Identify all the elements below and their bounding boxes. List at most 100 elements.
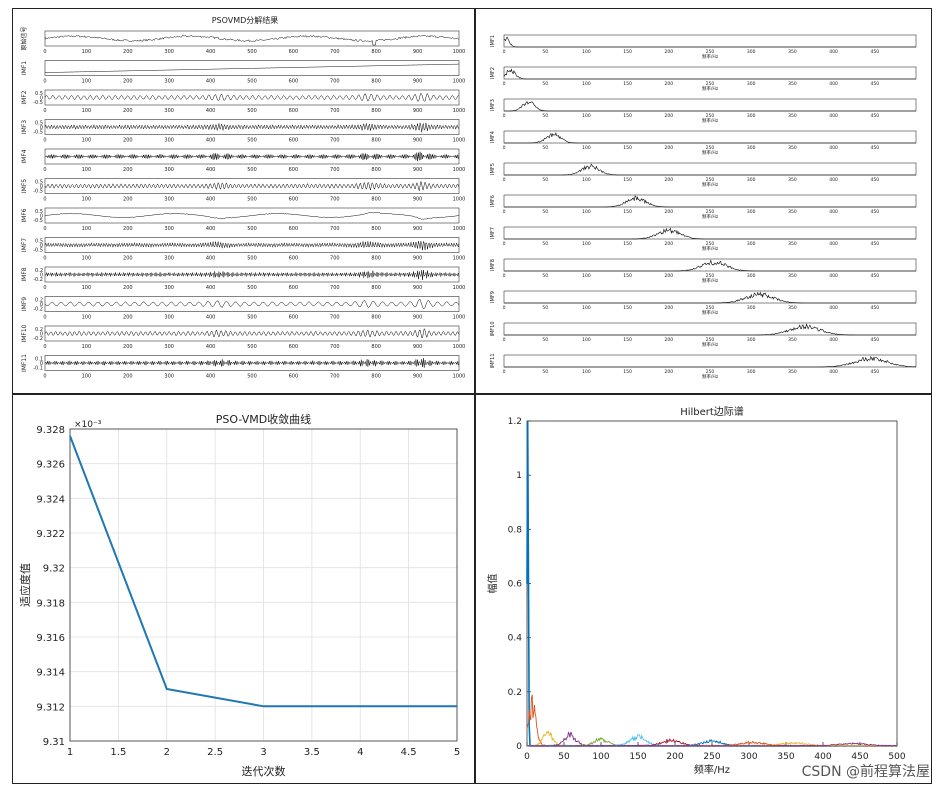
spectrum-xtick-label: 150 bbox=[623, 81, 632, 87]
decomp-ytick-label: 0 bbox=[40, 243, 43, 249]
decomp-signal-line bbox=[44, 151, 460, 162]
decomp-ytick-label: 0.5 bbox=[35, 209, 43, 215]
decomp-signal-line bbox=[45, 63, 459, 73]
decomp-xtick-label: 500 bbox=[247, 285, 257, 291]
decomp-xtick-label: 600 bbox=[289, 285, 299, 291]
spectrum-xtick-label: 300 bbox=[747, 305, 756, 311]
decomp-ytick-label: 0.1 bbox=[35, 357, 43, 363]
imf-spectrum-chart: IMF10 50 100 150 200 250 300 350 400 450频率/HzIMF2… bbox=[490, 34, 917, 380]
decomp-xtick-label: 1000 bbox=[453, 374, 466, 380]
hilbert-ylabel: 幅值 bbox=[486, 574, 499, 594]
spectrum-axes-box bbox=[503, 290, 917, 304]
decomp-row-label: IMF4 bbox=[21, 149, 28, 163]
spectrum-line bbox=[504, 291, 916, 304]
decomposition-title: PSOVMD分解结果 bbox=[212, 15, 279, 25]
decomp-xtick-label: 400 bbox=[206, 49, 216, 55]
spectrum-xtick-label: 200 bbox=[665, 177, 674, 183]
spectrum-xtick-label: 400 bbox=[829, 305, 838, 311]
decomp-xtick-label: 300 bbox=[164, 79, 174, 85]
convergence-xtick-label: 4 bbox=[357, 747, 363, 758]
convergence-xtick-label: 2 bbox=[164, 747, 170, 758]
decomp-signal-line bbox=[44, 299, 460, 309]
decomp-xtick-label: 200 bbox=[123, 167, 133, 173]
spectrum-xtick-label: 200 bbox=[665, 369, 674, 375]
decomp-xtick-label: 700 bbox=[330, 256, 340, 262]
spectrum-xtick-label: 350 bbox=[788, 305, 797, 311]
spectrum-xtick-label: 150 bbox=[623, 177, 632, 183]
decomp-xtick-label: 0 bbox=[43, 344, 46, 350]
convergence-xlabel: 迭代次数 bbox=[242, 764, 286, 778]
decomp-axes-box bbox=[44, 119, 460, 135]
spectrum-xtick-label: 400 bbox=[829, 177, 838, 183]
hilbert-series-line-imf11 bbox=[527, 742, 898, 747]
decomp-xtick-label: 0 bbox=[43, 167, 46, 173]
spectrum-axes-box bbox=[503, 130, 917, 144]
decomp-xtick-label: 600 bbox=[289, 79, 299, 85]
spectrum-xtick-label: 250 bbox=[706, 209, 715, 215]
decomp-ytick-label: 0 bbox=[40, 96, 43, 102]
decomp-signal-line bbox=[44, 358, 460, 368]
decomp-xtick-label: 1000 bbox=[453, 49, 466, 55]
decomp-signal-line bbox=[44, 327, 460, 339]
decomp-xtick-label: 500 bbox=[247, 226, 257, 232]
decomp-xtick-label: 800 bbox=[371, 226, 381, 232]
hilbert-ytick-label: 1.2 bbox=[508, 417, 522, 427]
spectrum-line bbox=[504, 227, 916, 240]
hilbert-ytick-label: 0.6 bbox=[508, 580, 523, 590]
decomp-ytick-label: -0.5 bbox=[33, 130, 43, 136]
spectrum-xtick-label: 0 bbox=[503, 273, 506, 279]
spectrum-axes-box bbox=[503, 162, 917, 176]
decomp-axes-box bbox=[44, 89, 460, 106]
spectrum-xtick-label: 350 bbox=[788, 273, 797, 279]
decomp-xtick-label: 900 bbox=[413, 256, 423, 262]
spectrum-xtick-label: 450 bbox=[871, 369, 880, 375]
decomp-signal-line bbox=[44, 240, 460, 251]
decomp-xtick-label: 200 bbox=[123, 138, 133, 144]
decomp-xtick-label: 700 bbox=[330, 226, 340, 232]
spectrum-xtick-label: 50 bbox=[542, 81, 548, 87]
spectrum-xtick-label: 50 bbox=[542, 273, 548, 279]
spectrum-xtick-label: 0 bbox=[503, 113, 506, 119]
convergence-xtick-label: 2.5 bbox=[207, 747, 223, 758]
spectrum-xtick-label: 50 bbox=[542, 241, 548, 247]
spectrum-xtick-label: 350 bbox=[788, 177, 797, 183]
spectrum-xtick-label: 350 bbox=[788, 113, 797, 119]
hilbert-title: Hilbert边际谱 bbox=[680, 405, 744, 418]
spectrum-xtick-label: 350 bbox=[788, 337, 797, 343]
spectrum-axes-box bbox=[503, 322, 917, 336]
hilbert-xtick-label: 200 bbox=[666, 752, 683, 762]
decomp-xtick-label: 600 bbox=[289, 138, 299, 144]
decomp-xtick-label: 800 bbox=[371, 285, 381, 291]
spectrum-xtick-label: 400 bbox=[829, 113, 838, 119]
spectrum-line bbox=[504, 323, 916, 336]
spectrum-xtick-label: 300 bbox=[747, 273, 756, 279]
decomp-ytick-label: -0.2 bbox=[33, 307, 43, 313]
spectrum-xtick-label: 450 bbox=[871, 273, 880, 279]
decomp-ytick-label: 0 bbox=[40, 302, 43, 308]
decomp-xtick-label: 600 bbox=[289, 374, 299, 380]
hilbert-xtick-label: 350 bbox=[777, 752, 794, 762]
spectrum-xtick-label: 100 bbox=[582, 145, 591, 151]
decomp-xtick-label: 0 bbox=[43, 226, 46, 232]
decomp-xtick-label: 800 bbox=[371, 374, 381, 380]
decomp-xtick-label: 900 bbox=[413, 167, 423, 173]
decomp-signal-line bbox=[44, 92, 460, 102]
decomp-xtick-label: 300 bbox=[164, 49, 174, 55]
decomp-xtick-label: 400 bbox=[206, 226, 216, 232]
spectrum-xtick-label: 100 bbox=[582, 177, 591, 183]
spectrum-xtick-label: 400 bbox=[829, 273, 838, 279]
decomp-row-label: IMF5 bbox=[21, 179, 28, 193]
decomp-xtick-label: 100 bbox=[82, 108, 92, 114]
spectrum-xtick-label: 0 bbox=[503, 145, 506, 151]
decomp-xtick-label: 700 bbox=[330, 315, 340, 321]
spectrum-xlabel: 频率/Hz bbox=[702, 373, 719, 380]
spectrum-xtick-label: 150 bbox=[623, 337, 632, 343]
convergence-chart: PSO-VMD收敛曲线 ×10⁻³ 1 1.5 2 2.5 3 3.5 4 4.5 5 9.31 9.3… bbox=[18, 412, 460, 778]
decomp-xtick-label: 0 bbox=[43, 285, 46, 291]
decomp-row-label: IMF11 bbox=[21, 354, 28, 372]
spectrum-xtick-label: 150 bbox=[623, 49, 632, 55]
decomp-row-label: IMF6 bbox=[21, 208, 28, 222]
spectrum-xtick-label: 50 bbox=[542, 145, 548, 151]
spectrum-xtick-label: 400 bbox=[829, 369, 838, 375]
spectrum-row-label: IMF7 bbox=[490, 227, 496, 239]
